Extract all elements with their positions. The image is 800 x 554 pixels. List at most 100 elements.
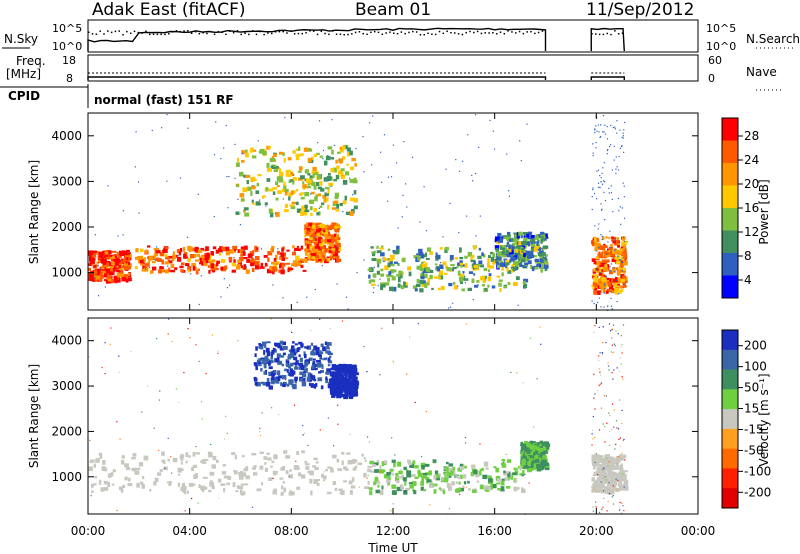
- power-cell: [334, 195, 339, 200]
- velocity-cell: [594, 454, 600, 458]
- velocity-noise-cell: [611, 496, 613, 498]
- velocity-cell: [604, 454, 607, 459]
- power-cell: [221, 266, 226, 269]
- power-noise-cell: [594, 225, 596, 227]
- power-noise-cell: [596, 198, 598, 200]
- power-cell: [534, 236, 539, 240]
- velocity-cell: [537, 447, 541, 453]
- velocity-cell: [451, 481, 455, 486]
- velocity-cell: [211, 484, 214, 488]
- velocity-cell: [348, 390, 352, 393]
- velocity-noise-cell: [606, 422, 608, 424]
- velocity-cell: [623, 470, 628, 473]
- velocity-noise-cell: [168, 318, 170, 320]
- velocity-cell: [391, 459, 396, 463]
- power-cell: [316, 250, 321, 255]
- noise-search-dot: [492, 32, 494, 34]
- power-cell: [241, 159, 245, 163]
- power-cell: [605, 252, 611, 255]
- power-cell: [315, 194, 319, 197]
- noise-search-dots: [88, 30, 624, 36]
- velocity-cell: [256, 359, 260, 365]
- velocity-cell: [264, 462, 267, 465]
- velocity-cell: [369, 490, 373, 496]
- velocity-cell: [459, 488, 464, 492]
- noise-search-label: N.Search: [746, 32, 800, 46]
- power-cell: [295, 155, 300, 161]
- power-cell: [424, 283, 428, 288]
- velocity-cell: [603, 462, 608, 466]
- velocity-cell: [266, 377, 270, 383]
- power-cell: [526, 233, 530, 238]
- velocity-cell: [352, 379, 356, 383]
- power-cell: [416, 253, 421, 256]
- velocity-cell: [168, 483, 172, 487]
- velocity-cell: [258, 361, 262, 365]
- noise-search-dot: [381, 33, 384, 36]
- noise-search-dot: [610, 33, 612, 36]
- power-cell: [459, 247, 462, 251]
- velocity-cell: [340, 365, 344, 371]
- velocity-cell: [314, 367, 318, 371]
- power-cell: [261, 195, 265, 199]
- velocity-noise-cell: [525, 451, 527, 453]
- power-cell: [622, 251, 627, 255]
- power-noise-cell: [592, 155, 594, 157]
- power-cell: [256, 182, 259, 187]
- velocity-cell: [545, 462, 550, 467]
- velocity-noise-cell: [394, 454, 396, 456]
- noise-search-dot: [271, 32, 273, 35]
- power-noise-cell: [198, 303, 200, 306]
- velocity-cell: [343, 466, 347, 470]
- power-cell: [326, 258, 331, 262]
- power-cell: [281, 263, 286, 267]
- freq-right-tick-bottom: 0: [708, 72, 715, 85]
- power-noise-cell: [117, 235, 119, 237]
- velocity-cell: [617, 483, 623, 487]
- velocity-noise-cell: [608, 482, 610, 484]
- power-cell: [118, 265, 121, 269]
- velocity-cell: [339, 374, 344, 378]
- power-noise-cell: [613, 240, 615, 242]
- power-cell: [317, 186, 322, 190]
- velocity-cell: [274, 358, 279, 363]
- power-cell: [388, 258, 394, 263]
- velocity-cell: [261, 341, 266, 345]
- velocity-cell: [138, 462, 144, 467]
- power-cell: [487, 284, 490, 288]
- power-cell: [271, 157, 276, 161]
- power-cell: [535, 247, 541, 251]
- velocity-noise-cell: [101, 366, 103, 369]
- y-tick-label: 1000: [51, 266, 82, 280]
- power-cell: [342, 156, 346, 160]
- power-cell: [255, 190, 260, 195]
- velocity-noise-cell: [607, 465, 609, 467]
- power-cell: [393, 251, 398, 255]
- power-cell: [326, 193, 329, 197]
- power-cell: [286, 249, 290, 252]
- power-cell: [178, 251, 182, 256]
- power-noise-cell: [614, 128, 616, 130]
- velocity-noise-cell: [323, 471, 325, 473]
- power-cell: [104, 251, 109, 255]
- power-cell: [385, 258, 388, 261]
- power-noise-cell: [622, 132, 624, 134]
- power-cell: [330, 246, 335, 250]
- power-noise-cell: [404, 183, 407, 185]
- power-cell: [210, 268, 215, 271]
- power-cell: [324, 186, 330, 190]
- power-noise-cell: [596, 170, 598, 172]
- velocity-cell: [458, 481, 461, 485]
- velocity-noise-cell: [289, 358, 291, 360]
- power-cell: [152, 255, 155, 260]
- velocity-noise-cell: [594, 408, 596, 410]
- velocity-cell: [467, 480, 470, 484]
- power-noise-cell: [601, 208, 603, 210]
- power-cell: [331, 248, 336, 251]
- power-cell: [264, 262, 268, 267]
- velocity-cell: [168, 481, 172, 485]
- power-cell: [174, 267, 178, 270]
- power-cell: [461, 288, 465, 292]
- velocity-cell: [521, 470, 525, 475]
- velocity-cell: [613, 465, 618, 470]
